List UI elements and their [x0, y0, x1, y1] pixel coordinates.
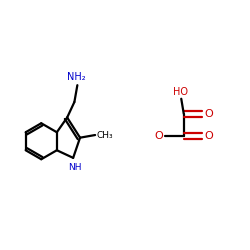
Text: O: O: [204, 131, 213, 141]
Text: HO: HO: [172, 87, 188, 97]
Text: CH₃: CH₃: [96, 131, 113, 140]
Text: NH₂: NH₂: [67, 72, 86, 82]
Text: O: O: [204, 109, 213, 119]
Text: O: O: [155, 131, 164, 141]
Text: NH: NH: [68, 163, 81, 172]
